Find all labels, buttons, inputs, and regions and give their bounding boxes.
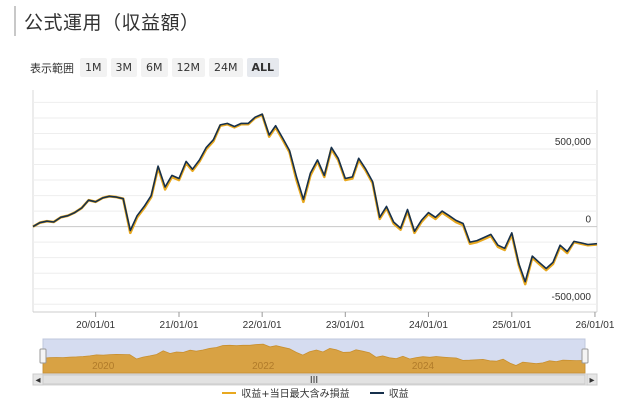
x-tick-label: 23/01/01 — [326, 320, 365, 331]
scrollbar-grip: III — [310, 375, 318, 386]
y-tick-label: 0 — [585, 215, 591, 226]
range-button-all[interactable]: ALL — [246, 58, 280, 77]
range-selector-label: 表示範囲 — [30, 61, 74, 75]
chevron-left-icon: ◂ — [35, 375, 40, 386]
x-tick-label: 20/01/01 — [76, 320, 115, 331]
legend-label-profit: 収益 — [388, 389, 409, 400]
x-tick-label: 21/01/01 — [160, 320, 199, 331]
range-button-12m[interactable]: 12M — [171, 58, 205, 77]
x-tick-label: 22/01/01 — [243, 320, 282, 331]
x-tick-label: 24/01/01 — [409, 320, 448, 331]
legend: 収益+当日最大含み損益 収益 — [0, 385, 631, 400]
navigator-area — [42, 343, 586, 374]
range-button-3m[interactable]: 3M — [110, 58, 137, 77]
page-title-wrap: 公式運用（収益額） — [14, 6, 200, 36]
navigator-year-label: 2022 — [252, 361, 275, 372]
page-title: 公式運用（収益額） — [24, 11, 200, 34]
series-line-profit — [32, 113, 598, 283]
navigator-handle-right[interactable] — [581, 348, 589, 364]
legend-label-max-unrealized: 収益+当日最大含み損益 — [241, 389, 350, 400]
navigator-year-label: 2020 — [92, 361, 115, 372]
x-tick-label: 25/01/01 — [492, 320, 531, 331]
y-tick-label: 500,000 — [555, 137, 592, 148]
range-button-1m[interactable]: 1M — [80, 58, 107, 77]
navigator-year-label: 2024 — [412, 361, 435, 372]
legend-swatch-orange — [222, 391, 237, 394]
legend-item-profit[interactable]: 収益 — [369, 385, 409, 400]
scroll-right-button[interactable] — [586, 373, 598, 386]
range-button-24m[interactable]: 24M — [209, 58, 243, 77]
range-button-6m[interactable]: 6M — [141, 58, 168, 77]
legend-swatch-navy — [369, 391, 384, 394]
series-line-max-unrealized — [32, 113, 598, 286]
navigator-handle-left[interactable] — [39, 348, 47, 364]
x-tick-label: 26/01/01 — [575, 320, 614, 331]
legend-item-max-unrealized[interactable]: 収益+当日最大含み損益 — [222, 385, 350, 400]
scroll-left-button[interactable] — [32, 373, 44, 386]
range-selector: 表示範囲 1M 3M 6M 12M 24M ALL — [30, 58, 283, 77]
y-tick-label: -500,000 — [552, 292, 592, 303]
chevron-right-icon: ▸ — [589, 375, 594, 386]
